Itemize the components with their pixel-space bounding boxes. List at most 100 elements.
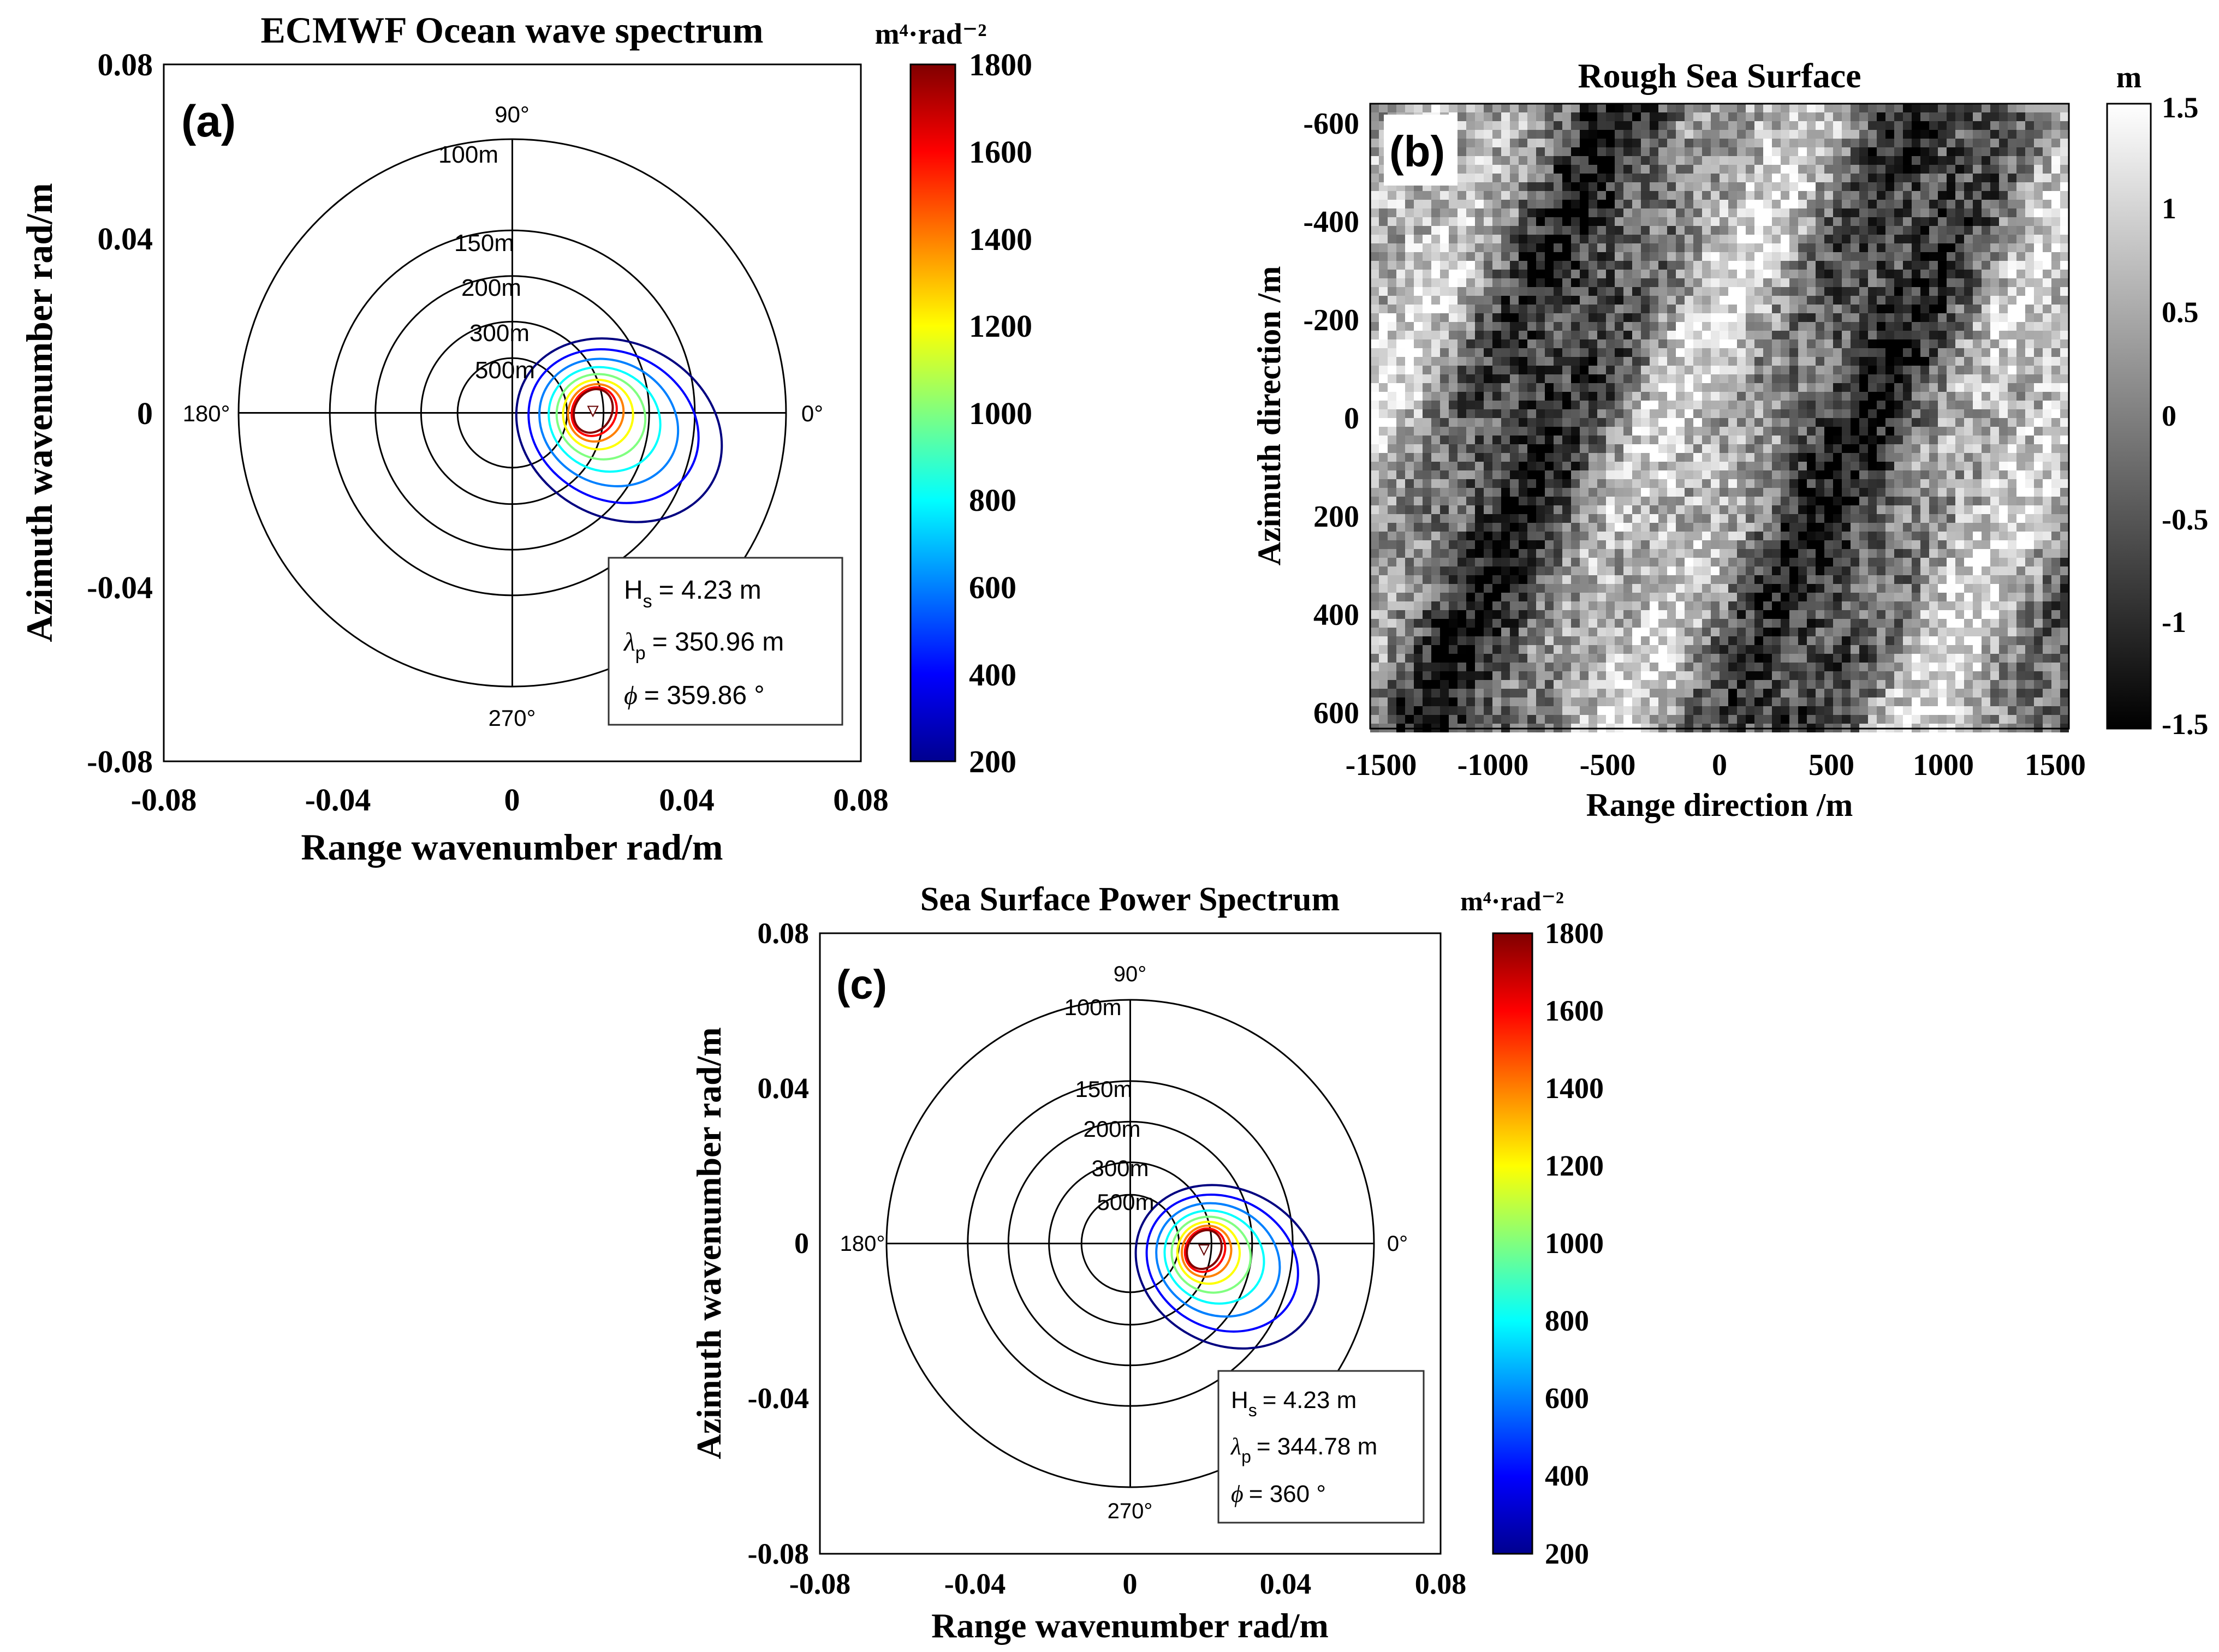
panel-a-title: ECMWF Ocean wave spectrum bbox=[261, 9, 764, 51]
panel-b-xtick: 500 bbox=[1808, 748, 1854, 782]
panel-a-cbtick: 1000 bbox=[969, 396, 1032, 431]
wavelength-ring bbox=[1007, 1120, 1253, 1367]
panel-c-ring-label-300m: 300m bbox=[1091, 1155, 1149, 1181]
panel-c-phi: ϕ = 360 ° bbox=[1231, 1481, 1326, 1507]
panel-c-y-ticks: 0.08 0.04 0 -0.04 -0.08 bbox=[748, 917, 809, 1570]
panel-a-ring-label-300m: 300m bbox=[469, 320, 530, 347]
panel-b-xtick: -1500 bbox=[1346, 748, 1417, 782]
contour-level-1800 bbox=[573, 388, 614, 434]
panel-c-xtick: -0.08 bbox=[789, 1567, 850, 1600]
panel-c-cbtick: 800 bbox=[1545, 1304, 1589, 1337]
panel-a-xtick: -0.08 bbox=[131, 782, 197, 818]
panel-c-ytick: 0.04 bbox=[758, 1072, 810, 1105]
panel-a-xtick: 0 bbox=[504, 782, 520, 818]
wavelength-ring bbox=[967, 1080, 1294, 1407]
panel-b-ytick: 400 bbox=[1313, 598, 1359, 632]
wavelength-ring bbox=[420, 320, 605, 505]
contour-level-200 bbox=[515, 337, 723, 523]
contour-level-1200 bbox=[562, 378, 634, 451]
panel-c-cbtick: 1400 bbox=[1545, 1072, 1604, 1105]
panel-b-label: (b) bbox=[1389, 127, 1445, 176]
panel-a-ytick: -0.08 bbox=[87, 744, 153, 779]
contour-level-800 bbox=[548, 366, 662, 473]
panel-c-xtick: 0.04 bbox=[1260, 1567, 1312, 1600]
panel-b-ytick: -200 bbox=[1303, 303, 1359, 337]
panel-a-ring-label-150m: 150m bbox=[454, 230, 514, 257]
panel-c-ylabel: Azimuth wavenumber rad/m bbox=[689, 1027, 728, 1459]
panel-c-cbtick: 1000 bbox=[1545, 1227, 1604, 1260]
panel-b-cbtick: 1 bbox=[2162, 192, 2176, 225]
panel-c-polar-grid bbox=[885, 999, 1375, 1488]
panel-c-ring-label-100m: 100m bbox=[1064, 994, 1121, 1020]
panel-c-ytick: -0.08 bbox=[748, 1537, 809, 1570]
panel-a-angle-180: 180° bbox=[183, 401, 230, 426]
panel-c-angle-180: 180° bbox=[840, 1232, 885, 1256]
panel-a-cbtick: 200 bbox=[969, 744, 1016, 779]
panel-b-xtick: 1500 bbox=[2025, 748, 2086, 782]
panel-b-ytick: 200 bbox=[1313, 500, 1359, 534]
panel-b-xtick: -1000 bbox=[1457, 748, 1529, 782]
panel-a-contours bbox=[515, 337, 723, 523]
panel-a-cbtick: 1600 bbox=[969, 134, 1032, 170]
panel-b-surface-field bbox=[1370, 104, 2069, 732]
wavelength-ring bbox=[374, 275, 650, 551]
panel-a-x-ticks: -0.08 -0.04 0 0.04 0.08 bbox=[131, 782, 889, 818]
panel-a-ring-label-200m: 200m bbox=[461, 275, 521, 301]
contour-level-1200 bbox=[1176, 1220, 1241, 1285]
panel-c-angle-90: 90° bbox=[1114, 962, 1147, 986]
panel-a-y-ticks: 0.08 0.04 0 -0.04 -0.08 bbox=[87, 47, 153, 779]
panel-a-xlabel: Range wavenumber rad/m bbox=[301, 826, 723, 868]
panel-a-cbtick: 400 bbox=[969, 657, 1016, 693]
wavelength-ring bbox=[885, 999, 1375, 1488]
panel-c-cbtick: 200 bbox=[1545, 1537, 1589, 1570]
panel-c-ring-label-200m: 200m bbox=[1083, 1116, 1140, 1142]
contour-level-1600 bbox=[570, 386, 618, 437]
panel-c-cbtick: 1800 bbox=[1545, 917, 1604, 950]
panel-c-ytick: 0.08 bbox=[758, 917, 810, 950]
panel-c-ring-labels: 100m 150m 200m 300m 500m bbox=[1064, 994, 1154, 1215]
panel-a-ring-label-100m: 100m bbox=[438, 141, 498, 168]
panel-a-colorbar-gradient bbox=[909, 63, 956, 762]
panel-c-cbtick: 1200 bbox=[1545, 1149, 1604, 1182]
panel-a-angle-90: 90° bbox=[495, 102, 530, 127]
panel-c-ring-label-500m: 500m bbox=[1097, 1189, 1154, 1215]
panel-c-label: (c) bbox=[836, 962, 887, 1008]
panel-c-stats-box: Hs = 4.23 m λp = 344.78 m ϕ = 360 ° bbox=[1217, 1370, 1425, 1524]
spectral-peak-marker bbox=[587, 405, 599, 418]
contour-level-1400 bbox=[567, 383, 625, 443]
panel-a-xtick: -0.04 bbox=[305, 782, 371, 818]
contour-level-1600 bbox=[1183, 1227, 1227, 1273]
panel-b-colorbar: m 1.5 1 0.5 0 -0.5 -1 -1.5 bbox=[2106, 61, 2208, 741]
panel-a-cbtick: 1800 bbox=[969, 47, 1032, 82]
wavelength-ring bbox=[1048, 1161, 1212, 1326]
panel-b-cbtick: -0.5 bbox=[2162, 503, 2208, 536]
panel-a-colorbar-unit: m⁴·rad⁻² bbox=[875, 17, 987, 50]
panel-b-y-ticks: -600 -400 -200 0 200 400 600 bbox=[1303, 107, 1359, 730]
panel-a-angle-270: 270° bbox=[489, 705, 536, 731]
panel-c-colorbar-gradient bbox=[1492, 932, 1533, 1555]
panel-b-ytick: -400 bbox=[1303, 205, 1359, 239]
panel-a-ring-labels: 100m 150m 200m 300m 500m bbox=[438, 141, 535, 384]
panel-c-ytick: 0 bbox=[794, 1227, 809, 1260]
panel-a-ylabel: Azimuth wavenumber rad/m bbox=[19, 183, 60, 642]
contour-level-800 bbox=[1163, 1209, 1265, 1305]
contour-level-400 bbox=[1145, 1194, 1299, 1333]
panel-c-cbtick: 1600 bbox=[1545, 994, 1604, 1027]
panel-c: Sea Surface Power Spectrum 100m 150m 200… bbox=[689, 881, 1604, 1645]
contour-level-200 bbox=[1134, 1184, 1320, 1350]
panel-a-angle-0: 0° bbox=[801, 401, 823, 426]
panel-a-xtick: 0.08 bbox=[833, 782, 889, 818]
panel-b-cbtick: 1.5 bbox=[2162, 91, 2199, 124]
panel-c-cbtick: 400 bbox=[1545, 1459, 1589, 1492]
panel-a-lambda: λp = 350.96 m bbox=[623, 628, 784, 664]
panel-c-x-ticks: -0.08 -0.04 0 0.04 0.08 bbox=[789, 1567, 1466, 1600]
panel-c-cbtick: 600 bbox=[1545, 1382, 1589, 1415]
panel-c-colorbar: m⁴·rad⁻² 1800 1600 1400 1200 1000 800 60… bbox=[1460, 886, 1604, 1570]
panel-a-xtick: 0.04 bbox=[659, 782, 715, 818]
panel-c-xtick: -0.04 bbox=[944, 1567, 1006, 1600]
panel-b-ytick: -600 bbox=[1303, 107, 1359, 141]
panel-c-xtick: 0 bbox=[1123, 1567, 1138, 1600]
panel-b-colorbar-gradient bbox=[2106, 103, 2152, 730]
panel-b-title: Rough Sea Surface bbox=[1578, 56, 1861, 95]
